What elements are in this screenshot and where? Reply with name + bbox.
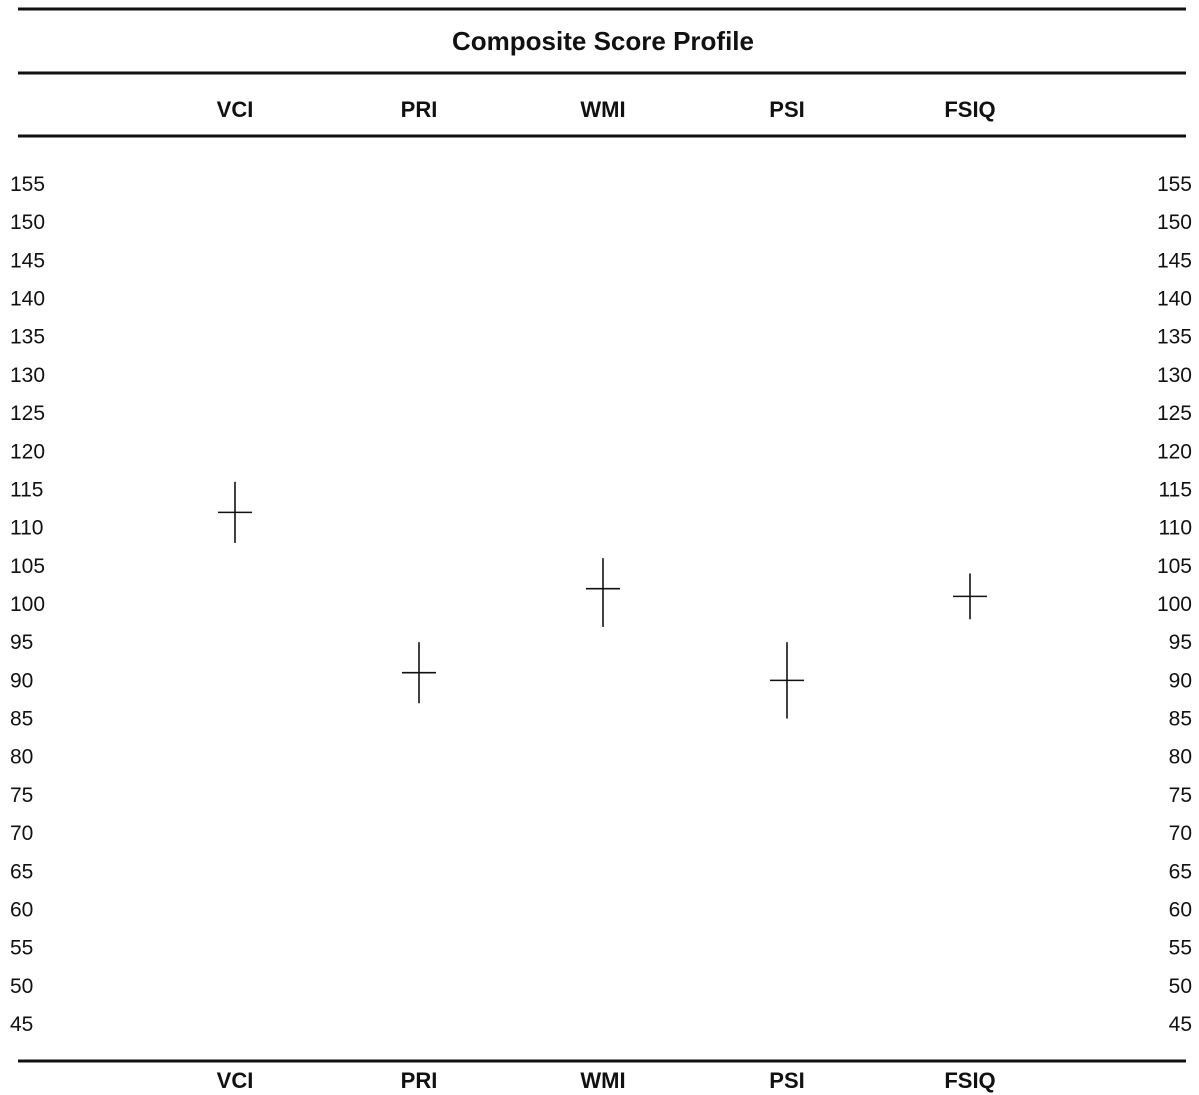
right-tick-45: 45 [1169, 1013, 1192, 1036]
right-tick-100: 100 [1157, 593, 1192, 616]
left-tick-110: 110 [10, 517, 43, 540]
bottom-category-label-pri: PRI [401, 1068, 438, 1093]
right-tick-60: 60 [1169, 898, 1192, 921]
left-tick-45: 45 [10, 1013, 33, 1036]
top-category-labels: VCI PRI WMI PSI FSIQ [217, 97, 996, 122]
top-category-label-fsiq: FSIQ [944, 97, 995, 122]
bottom-category-label-vci: VCI [217, 1068, 254, 1093]
bottom-category-label-psi: PSI [769, 1068, 804, 1093]
right-tick-95: 95 [1169, 631, 1192, 654]
right-tick-135: 135 [1157, 326, 1192, 349]
right-tick-115: 115 [1159, 478, 1192, 501]
right-tick-75: 75 [1169, 784, 1192, 807]
bottom-category-labels: VCI PRI WMI PSI FSIQ [217, 1068, 996, 1093]
right-tick-70: 70 [1169, 822, 1192, 845]
left-tick-125: 125 [10, 402, 45, 425]
left-tick-135: 135 [10, 326, 45, 349]
left-tick-85: 85 [10, 708, 33, 731]
right-tick-50: 50 [1169, 975, 1192, 998]
left-tick-140: 140 [10, 288, 45, 311]
left-tick-120: 120 [10, 440, 45, 463]
top-category-label-psi: PSI [769, 97, 804, 122]
right-tick-65: 65 [1169, 860, 1192, 883]
right-tick-110: 110 [1159, 517, 1192, 540]
right-tick-125: 125 [1157, 402, 1192, 425]
bottom-category-label-wmi: WMI [580, 1068, 625, 1093]
right-tick-150: 150 [1157, 211, 1192, 234]
left-tick-145: 145 [10, 249, 45, 272]
left-tick-150: 150 [10, 211, 45, 234]
left-tick-105: 105 [10, 555, 45, 578]
left-tick-60: 60 [10, 898, 33, 921]
right-y-tick-labels: 155 150 145 140 135 130 125 120 115 110 105 100 95 90… [1157, 173, 1192, 1036]
right-tick-55: 55 [1169, 937, 1192, 960]
right-tick-145: 145 [1157, 249, 1192, 272]
score-marker-wmi [586, 558, 620, 627]
right-tick-90: 90 [1169, 669, 1192, 692]
bottom-category-label-fsiq: FSIQ [944, 1068, 995, 1093]
right-tick-155: 155 [1157, 173, 1192, 196]
left-tick-90: 90 [10, 669, 33, 692]
left-tick-130: 130 [10, 364, 45, 387]
left-tick-55: 55 [10, 937, 33, 960]
right-tick-130: 130 [1157, 364, 1192, 387]
right-tick-140: 140 [1157, 288, 1192, 311]
score-marker-vci [218, 481, 252, 543]
score-marker-pri [402, 642, 436, 704]
left-y-tick-labels: 155 150 145 140 135 130 125 120 115 110 105 100 95 90… [10, 173, 45, 1036]
left-tick-50: 50 [10, 975, 33, 998]
right-tick-105: 105 [1157, 555, 1192, 578]
score-marker-psi [770, 642, 804, 719]
right-tick-120: 120 [1157, 440, 1192, 463]
left-tick-70: 70 [10, 822, 33, 845]
top-category-label-wmi: WMI [580, 97, 625, 122]
left-tick-65: 65 [10, 860, 33, 883]
chart-title: Composite Score Profile [452, 26, 754, 56]
left-tick-115: 115 [10, 478, 43, 501]
left-tick-95: 95 [10, 631, 33, 654]
score-marker-fsiq [953, 573, 987, 620]
score-markers [218, 481, 987, 719]
left-tick-155: 155 [10, 173, 45, 196]
top-category-label-pri: PRI [401, 97, 438, 122]
right-tick-80: 80 [1169, 746, 1192, 769]
top-category-label-vci: VCI [217, 97, 254, 122]
left-tick-100: 100 [10, 593, 45, 616]
left-tick-80: 80 [10, 746, 33, 769]
left-tick-75: 75 [10, 784, 33, 807]
right-tick-85: 85 [1169, 708, 1192, 731]
